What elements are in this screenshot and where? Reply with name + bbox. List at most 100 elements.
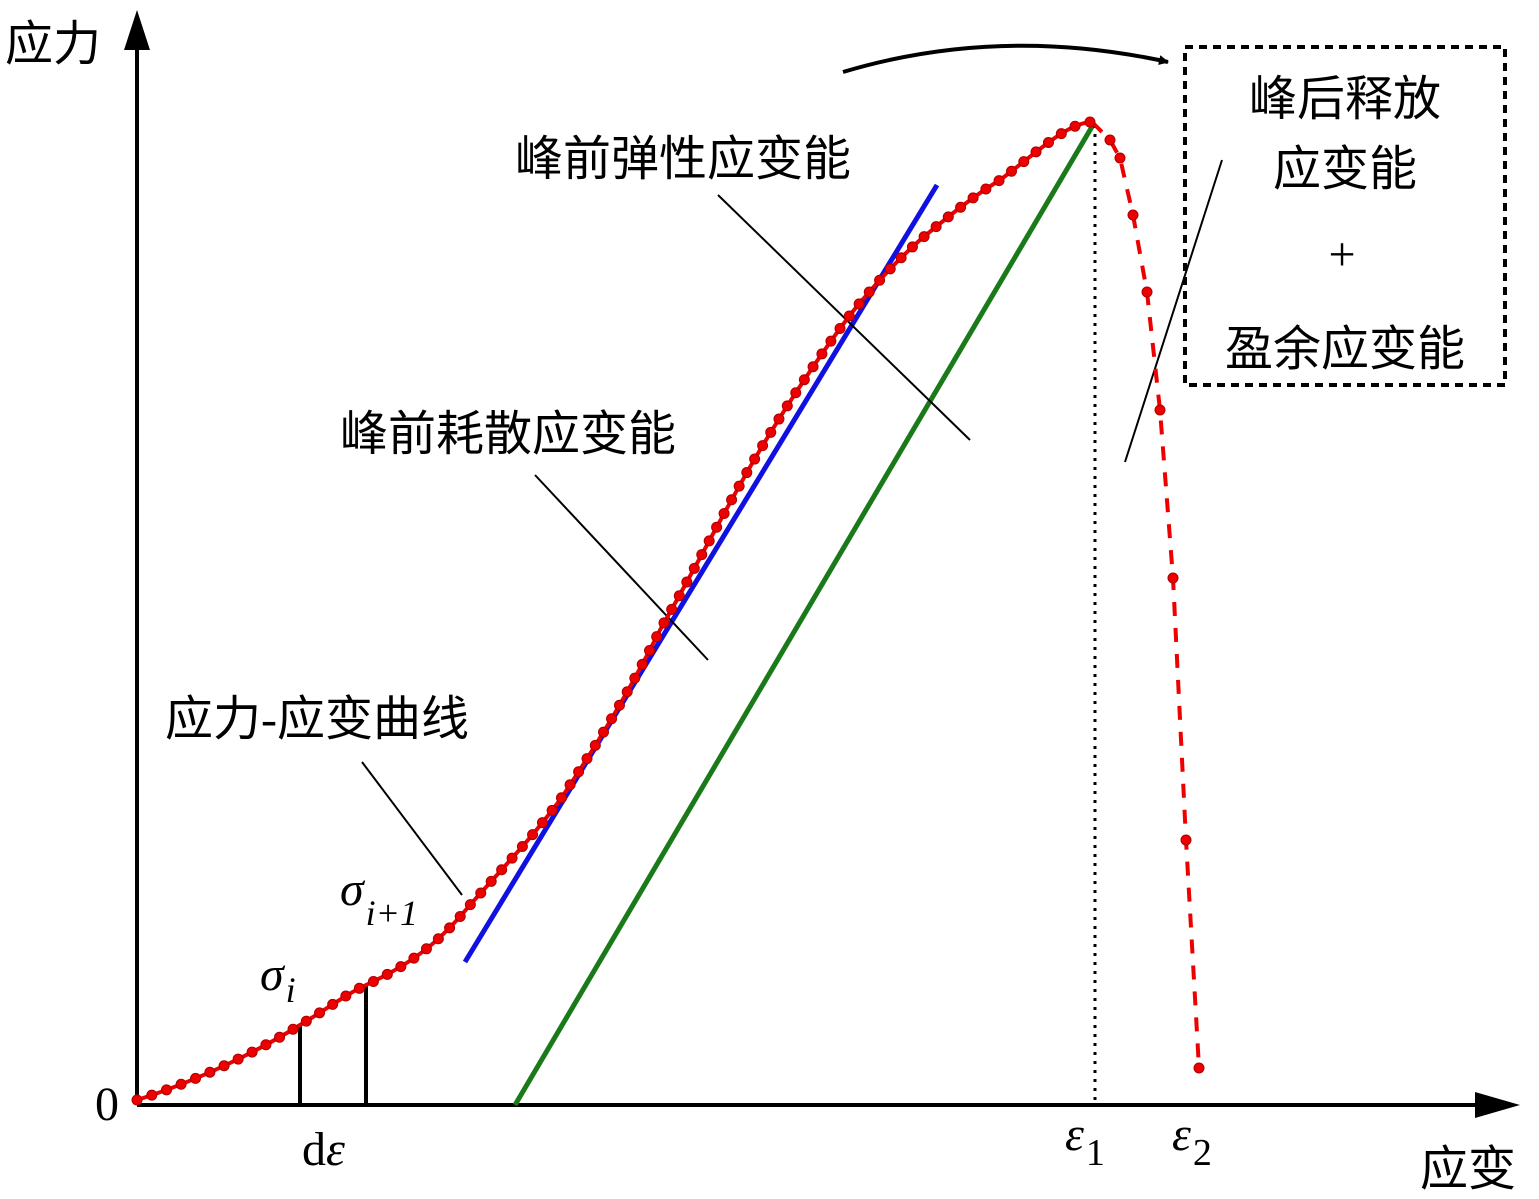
d-eps: dε — [302, 1123, 345, 1176]
curve-dot — [711, 521, 723, 533]
curve-dot — [146, 1089, 158, 1101]
eps1: ε1 — [1065, 1108, 1105, 1174]
curve-dot — [807, 361, 819, 373]
curve-dot — [1018, 156, 1030, 168]
curve-dot — [853, 298, 865, 310]
curve-dot — [967, 192, 979, 204]
curve-dot — [464, 899, 476, 911]
curve-dot — [546, 804, 558, 816]
curve-dot — [454, 910, 466, 922]
curve-dot — [980, 183, 992, 195]
leader — [534, 474, 709, 661]
curve-dot — [666, 603, 678, 615]
curve-dot — [726, 494, 738, 506]
d: d — [302, 1123, 326, 1176]
leader — [1124, 159, 1223, 463]
curve-dot — [218, 1060, 230, 1072]
leader — [717, 194, 971, 441]
sym: ε — [1065, 1108, 1084, 1161]
curve-dot — [606, 713, 618, 725]
curve-dot — [287, 1023, 299, 1035]
curve-dot — [536, 817, 548, 829]
sub: i+1 — [366, 893, 418, 933]
y-arrow — [124, 10, 150, 50]
curve-dot — [629, 672, 641, 684]
curve-dot — [613, 699, 625, 711]
sym: σ — [260, 948, 286, 1001]
sub: 2 — [1193, 1132, 1212, 1174]
box-line: 峰后释放 — [1249, 73, 1441, 126]
curve-dot — [681, 576, 693, 588]
curve-dot — [1042, 136, 1054, 148]
curve-dot — [485, 875, 497, 887]
curve-dot — [696, 549, 708, 561]
curve-dot — [420, 943, 432, 955]
curve-dot — [790, 387, 802, 399]
eps2: ε2 — [1172, 1108, 1212, 1174]
curve-dot — [993, 175, 1005, 187]
curve-dot — [381, 968, 393, 980]
curve-dot — [644, 645, 656, 657]
curve-dot — [367, 975, 379, 987]
curve-dot — [300, 1015, 312, 1027]
curve-dot — [863, 286, 875, 298]
curve-dot — [1104, 134, 1116, 146]
curve-dot — [816, 348, 828, 360]
stress-strain-curve — [136, 120, 1091, 1102]
curve-dot — [843, 310, 855, 322]
x-label: 应变 — [1420, 1143, 1516, 1196]
curve-dot — [1030, 146, 1042, 158]
curve-dot — [757, 440, 769, 452]
curve-dot — [658, 617, 670, 629]
curve-dot — [906, 241, 918, 253]
curve-dot — [1114, 152, 1126, 164]
curve-dot — [175, 1078, 187, 1090]
curve-dot — [884, 263, 896, 275]
curve-dot — [918, 231, 930, 243]
curve-dot — [131, 1094, 143, 1106]
curve-dot — [204, 1066, 216, 1078]
curve-dot — [749, 453, 761, 465]
curve-dot — [621, 686, 633, 698]
box-line: 应变能 — [1273, 143, 1417, 196]
curve-dot — [190, 1072, 202, 1084]
box-line: 盈余应变能 — [1225, 323, 1465, 376]
sym: ε — [1172, 1108, 1191, 1161]
curve-label: 应力-应变曲线 — [165, 693, 469, 746]
curve-dot — [516, 840, 528, 852]
curve-dot — [765, 426, 777, 438]
curve-dot — [395, 961, 407, 973]
curve-dot — [161, 1084, 173, 1096]
curve-dot — [825, 335, 837, 347]
curve-dot — [718, 507, 730, 519]
sigma-i1: σi+1 — [340, 863, 418, 933]
curve-dot — [232, 1053, 244, 1065]
curve-dot — [1006, 165, 1018, 177]
curve-dot — [314, 1007, 326, 1019]
curve-dot — [246, 1046, 258, 1058]
curve-dot — [475, 887, 487, 899]
origin-label: 0 — [95, 1078, 119, 1131]
sigma-i: σi — [260, 948, 296, 1010]
sym: σ — [340, 863, 366, 916]
leader — [361, 761, 463, 896]
curve-dot — [688, 562, 700, 574]
curve-dot — [773, 413, 785, 425]
curve-dot — [589, 739, 601, 751]
sub: i — [286, 970, 296, 1010]
curve-dot — [955, 201, 967, 213]
curve-dot — [1141, 286, 1153, 298]
curve-dot — [1154, 404, 1166, 416]
curve-dot — [895, 252, 907, 264]
sym: ε — [326, 1123, 345, 1176]
curve-dot — [327, 998, 339, 1010]
post-peak-curve — [1090, 120, 1201, 1069]
curve-dot — [673, 590, 685, 602]
curve-dot — [432, 933, 444, 945]
curve-dot — [1193, 1062, 1205, 1074]
curved-arrow — [842, 43, 1169, 74]
curve-dot — [781, 400, 793, 412]
curve-dot — [274, 1031, 286, 1043]
